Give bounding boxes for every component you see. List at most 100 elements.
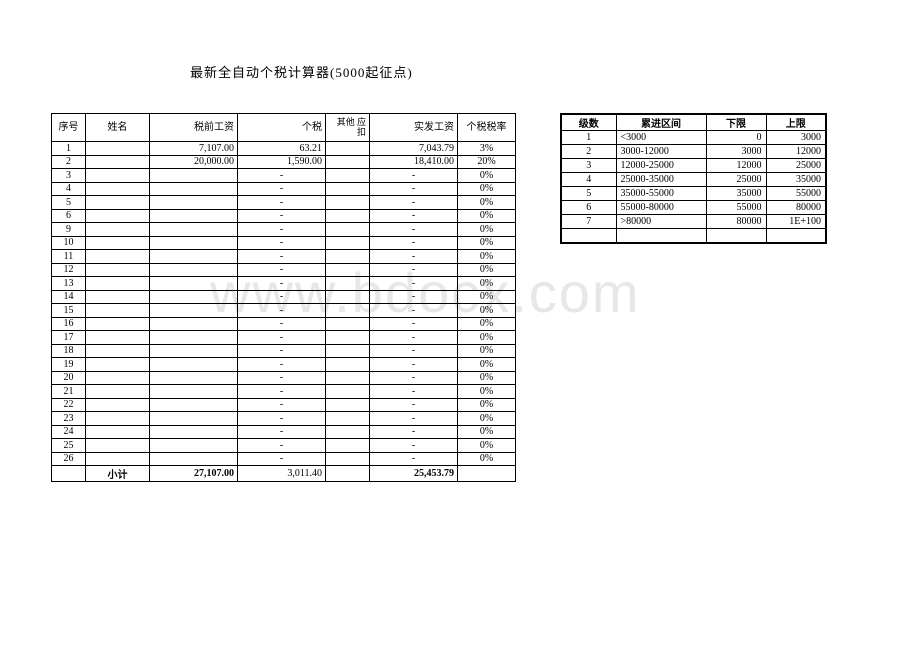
bracket-lvl [561,229,616,243]
table-row: 15--0% [52,304,516,318]
cell-idx: 26 [52,452,86,466]
cell-net: - [370,385,458,399]
cell-rate: 0% [458,263,516,277]
cell-net: - [370,425,458,439]
cell-other [326,385,370,399]
cell-rate: 0% [458,196,516,210]
cell-other [326,439,370,453]
cell-tax: - [238,209,326,223]
bracket-lvl: 7 [561,215,616,229]
cell-idx: 24 [52,425,86,439]
cell-name [86,196,150,210]
table-row: 17--0% [52,331,516,345]
bracket-range [616,229,706,243]
cell-name [86,371,150,385]
cell-rate: 20% [458,155,516,169]
table-row: 17,107.0063.217,043.793% [52,142,516,156]
table-row: 26--0% [52,452,516,466]
cell-tax: - [238,263,326,277]
cell-other [326,412,370,426]
cell-name [86,182,150,196]
cell-rate: 0% [458,236,516,250]
table-row: 5--0% [52,196,516,210]
cell-gross [150,182,238,196]
bracket-lvl: 6 [561,201,616,215]
table-row: 12--0% [52,263,516,277]
bracket-high-header: 上限 [766,114,826,131]
cell-other [326,317,370,331]
bracket-low: 12000 [706,159,766,173]
cell-net: - [370,182,458,196]
cell-gross [150,277,238,291]
cell-name [86,209,150,223]
cell-gross: 20,000.00 [150,155,238,169]
cell-name [86,439,150,453]
cell-idx: 4 [52,182,86,196]
table-row: 19--0% [52,358,516,372]
cell-net: - [370,358,458,372]
totals-idx [52,466,86,482]
cell-gross [150,452,238,466]
cell-other [326,209,370,223]
cell-rate: 0% [458,277,516,291]
cell-rate: 0% [458,331,516,345]
cell-gross [150,398,238,412]
cell-name [86,452,150,466]
table-row: 22--0% [52,398,516,412]
cell-tax: - [238,358,326,372]
cell-tax: - [238,331,326,345]
bracket-row: 23000-12000300012000 [561,145,826,159]
bracket-range: 3000-12000 [616,145,706,159]
cell-idx: 15 [52,304,86,318]
bracket-lvl: 3 [561,159,616,173]
col-net-header: 实发工资 [370,114,458,142]
cell-other [326,344,370,358]
cell-tax: - [238,182,326,196]
bracket-high: 3000 [766,131,826,145]
cell-rate: 0% [458,223,516,237]
cell-other [326,371,370,385]
cell-idx: 5 [52,196,86,210]
cell-net: - [370,250,458,264]
cell-other [326,277,370,291]
cell-other [326,358,370,372]
cell-name [86,290,150,304]
cell-idx: 17 [52,331,86,345]
cell-idx: 14 [52,290,86,304]
table-row: 220,000.001,590.0018,410.0020% [52,155,516,169]
bracket-high: 55000 [766,187,826,201]
cell-other [326,452,370,466]
cell-gross [150,317,238,331]
cell-name [86,142,150,156]
cell-tax: - [238,236,326,250]
cell-name [86,412,150,426]
cell-name [86,317,150,331]
bracket-low: 80000 [706,215,766,229]
cell-name [86,263,150,277]
bracket-row: 655000-800005500080000 [561,201,826,215]
cell-tax: 1,590.00 [238,155,326,169]
col-other-header: 其他 应扣 [326,114,370,142]
salary-table: 序号 姓名 税前工资 个税 其他 应扣 实发工资 个税税率 17,107.006… [51,113,516,482]
bracket-range: 55000-80000 [616,201,706,215]
cell-name [86,344,150,358]
bracket-row-blank [561,229,826,243]
bracket-row: 535000-550003500055000 [561,187,826,201]
cell-name [86,236,150,250]
totals-other [326,466,370,482]
table-row: 10--0% [52,236,516,250]
cell-other [326,182,370,196]
cell-tax: - [238,385,326,399]
cell-rate: 0% [458,182,516,196]
cell-gross [150,358,238,372]
table-row: 3--0% [52,169,516,183]
bracket-lvl-header: 级数 [561,114,616,131]
cell-other [326,263,370,277]
cell-idx: 2 [52,155,86,169]
table-row: 18--0% [52,344,516,358]
col-idx-header: 序号 [52,114,86,142]
cell-idx: 13 [52,277,86,291]
bracket-high: 12000 [766,145,826,159]
cell-net: - [370,398,458,412]
bracket-low: 3000 [706,145,766,159]
